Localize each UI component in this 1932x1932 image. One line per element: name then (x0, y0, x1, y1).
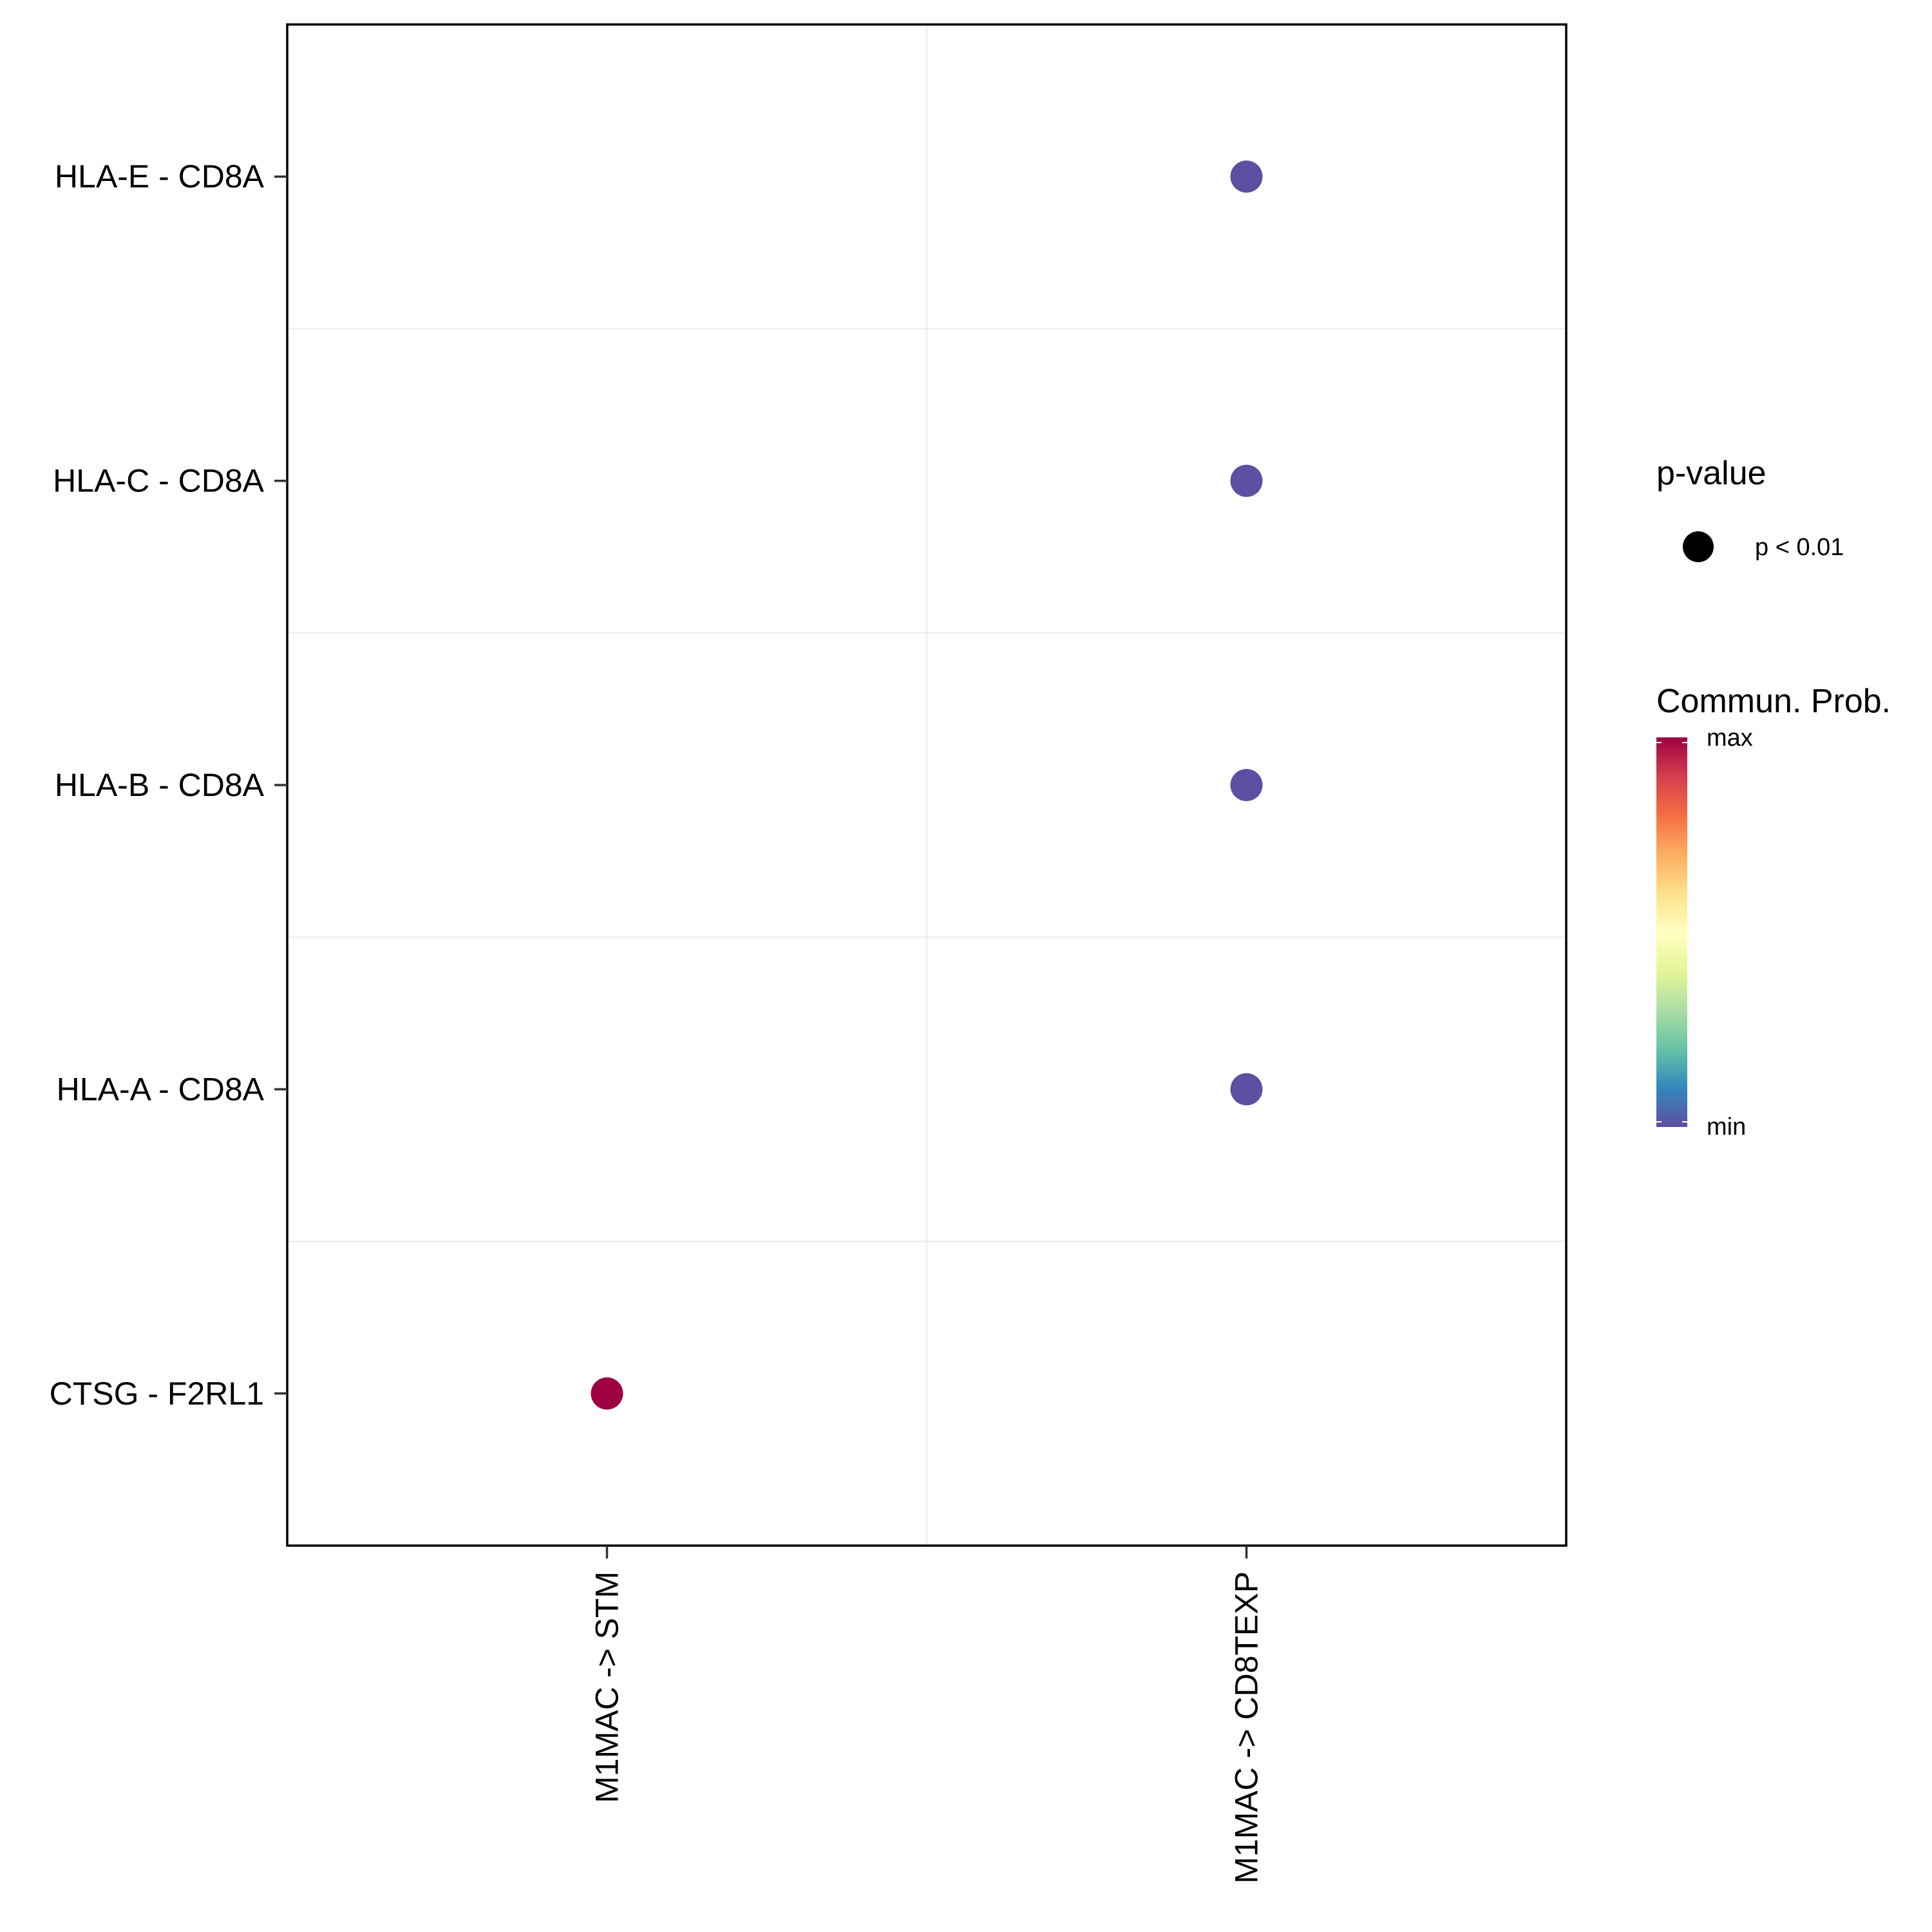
legend-size-title: p-value (1656, 455, 1766, 492)
grid-lines (287, 24, 1566, 1546)
x-tick-label: M1MAC -> STM (589, 1571, 625, 1803)
y-tick-label: HLA-A - CD8A (57, 1071, 265, 1107)
y-tick-label: HLA-C - CD8A (53, 463, 264, 499)
colorbar-min-label: min (1707, 1113, 1746, 1141)
legend-size-label: p < 0.01 (1755, 534, 1844, 561)
legend-size-key (1683, 531, 1714, 562)
data-point (1230, 769, 1263, 801)
data-point (1230, 464, 1263, 497)
colorbar (1656, 737, 1687, 1127)
axes: CTSG - F2RL1 HLA-A - CD8A HLA-B - CD8A HLA-… (50, 158, 1265, 1884)
legend: p-value p < 0.01 Commun. Prob. max min (1656, 455, 1891, 1141)
x-tick-label: M1MAC -> CD8TEXP (1229, 1571, 1265, 1884)
data-point (1230, 1073, 1263, 1106)
colorbar-max-label: max (1707, 724, 1753, 752)
y-tick-label: CTSG - F2RL1 (50, 1376, 264, 1412)
data-point (591, 1377, 623, 1410)
data-points (591, 160, 1263, 1410)
y-tick-label: HLA-E - CD8A (55, 158, 265, 194)
data-point (1230, 160, 1263, 193)
y-tick-label: HLA-B - CD8A (55, 767, 265, 803)
legend-color-title: Commun. Prob. (1656, 683, 1891, 720)
